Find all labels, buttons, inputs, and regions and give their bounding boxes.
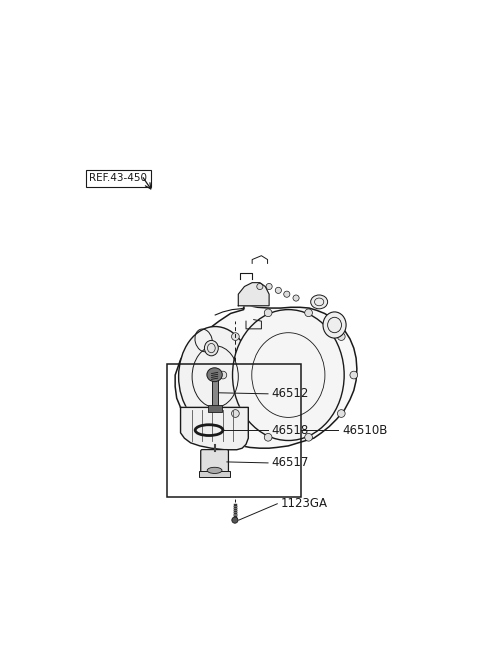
Ellipse shape (264, 309, 272, 316)
Ellipse shape (207, 368, 222, 382)
Text: 1123GA: 1123GA (281, 497, 328, 510)
Polygon shape (180, 407, 248, 450)
Ellipse shape (305, 309, 312, 316)
Ellipse shape (275, 288, 281, 293)
Ellipse shape (293, 295, 299, 301)
Ellipse shape (204, 341, 218, 356)
Ellipse shape (266, 284, 272, 290)
Bar (199, 471, 230, 477)
Text: 46517: 46517 (272, 457, 309, 470)
Bar (212, 379, 217, 406)
Ellipse shape (305, 434, 312, 441)
Bar (208, 405, 221, 413)
Ellipse shape (284, 291, 290, 297)
Text: 46512: 46512 (272, 387, 309, 400)
Ellipse shape (231, 333, 239, 341)
Ellipse shape (231, 409, 239, 417)
Ellipse shape (264, 434, 272, 441)
Ellipse shape (232, 517, 238, 523)
Polygon shape (238, 283, 269, 306)
Text: 46510B: 46510B (342, 424, 387, 437)
Text: 46518: 46518 (272, 424, 309, 437)
Ellipse shape (323, 312, 346, 338)
Polygon shape (175, 306, 357, 448)
Ellipse shape (179, 327, 252, 426)
Ellipse shape (337, 333, 345, 341)
Ellipse shape (219, 371, 227, 379)
Ellipse shape (350, 371, 358, 379)
Ellipse shape (207, 467, 222, 474)
FancyBboxPatch shape (201, 449, 228, 474)
Ellipse shape (337, 409, 345, 417)
Text: REF.43-450: REF.43-450 (89, 174, 147, 183)
Ellipse shape (232, 310, 344, 441)
Ellipse shape (311, 295, 328, 309)
Bar (167, 364, 301, 497)
Ellipse shape (257, 284, 263, 290)
